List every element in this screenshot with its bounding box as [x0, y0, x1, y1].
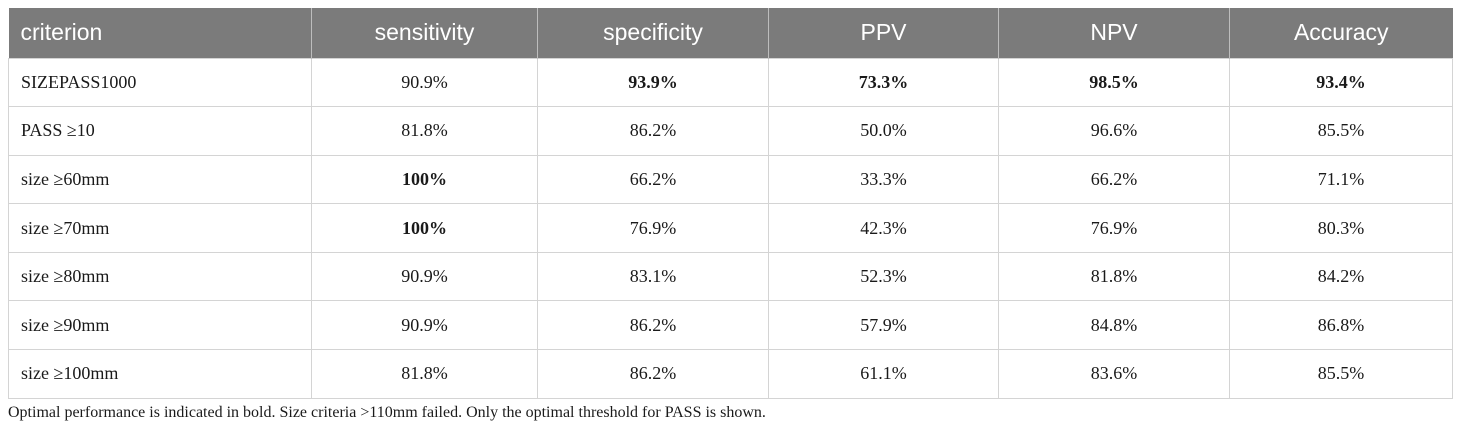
cell-ppv: 42.3%: [768, 203, 999, 253]
cell-npv: 81.8%: [998, 251, 1230, 302]
cell-ppv: 33.3%: [768, 154, 999, 205]
table-row: size ≥60mm 100% 66.2% 33.3% 66.2% 71.1%: [8, 154, 1453, 205]
cell-criterion: size ≥60mm: [8, 154, 312, 205]
column-header-accuracy: Accuracy: [1229, 8, 1453, 58]
table-row: size ≥80mm 90.9% 83.1% 52.3% 81.8% 84.2%: [8, 251, 1453, 302]
cell-ppv: 61.1%: [768, 349, 999, 399]
cell-sensitivity: 100%: [311, 203, 538, 253]
table-row: size ≥90mm 90.9% 86.2% 57.9% 84.8% 86.8%: [8, 300, 1453, 351]
cell-accuracy: 71.1%: [1229, 154, 1453, 205]
cell-criterion: SIZEPASS1000: [8, 57, 312, 108]
column-header-ppv: PPV: [768, 8, 999, 58]
cell-npv: 76.9%: [998, 203, 1230, 253]
cell-sensitivity: 81.8%: [311, 106, 538, 156]
cell-accuracy: 93.4%: [1229, 57, 1453, 108]
cell-specificity: 66.2%: [537, 154, 769, 205]
cell-specificity: 76.9%: [537, 203, 769, 253]
cell-accuracy: 84.2%: [1229, 251, 1453, 302]
table-row: size ≥70mm 100% 76.9% 42.3% 76.9% 80.3%: [8, 203, 1453, 253]
cell-npv: 98.5%: [998, 57, 1230, 108]
column-header-npv: NPV: [998, 8, 1230, 58]
cell-ppv: 73.3%: [768, 57, 999, 108]
cell-npv: 83.6%: [998, 349, 1230, 399]
table-header-row: criterion sensitivity specificity PPV NP…: [8, 8, 1453, 58]
cell-criterion: size ≥90mm: [8, 300, 312, 351]
results-table-container: criterion sensitivity specificity PPV NP…: [8, 8, 1453, 399]
table-row: SIZEPASS1000 90.9% 93.9% 73.3% 98.5% 93.4%: [8, 57, 1453, 108]
cell-criterion: size ≥80mm: [8, 251, 312, 302]
cell-npv: 96.6%: [998, 106, 1230, 156]
column-header-specificity: specificity: [537, 8, 769, 58]
cell-criterion: size ≥100mm: [8, 349, 312, 399]
cell-ppv: 50.0%: [768, 106, 999, 156]
table-row: size ≥100mm 81.8% 86.2% 61.1% 83.6% 85.5%: [8, 349, 1453, 399]
cell-ppv: 57.9%: [768, 300, 999, 351]
results-table: criterion sensitivity specificity PPV NP…: [8, 8, 1453, 399]
cell-npv: 66.2%: [998, 154, 1230, 205]
cell-accuracy: 85.5%: [1229, 106, 1453, 156]
cell-sensitivity: 90.9%: [311, 251, 538, 302]
cell-accuracy: 86.8%: [1229, 300, 1453, 351]
table-body: SIZEPASS1000 90.9% 93.9% 73.3% 98.5% 93.4% PAS…: [8, 57, 1453, 399]
cell-criterion: PASS ≥10: [8, 106, 312, 156]
table-footnote: Optimal performance is indicated in bold…: [8, 404, 766, 421]
cell-specificity: 93.9%: [537, 57, 769, 108]
column-header-sensitivity: sensitivity: [311, 8, 538, 58]
cell-criterion: size ≥70mm: [8, 203, 312, 253]
cell-specificity: 86.2%: [537, 106, 769, 156]
cell-npv: 84.8%: [998, 300, 1230, 351]
cell-accuracy: 80.3%: [1229, 203, 1453, 253]
cell-specificity: 83.1%: [537, 251, 769, 302]
cell-sensitivity: 90.9%: [311, 300, 538, 351]
column-header-criterion: criterion: [8, 8, 312, 58]
cell-specificity: 86.2%: [537, 300, 769, 351]
cell-sensitivity: 81.8%: [311, 349, 538, 399]
cell-ppv: 52.3%: [768, 251, 999, 302]
table-row: PASS ≥10 81.8% 86.2% 50.0% 96.6% 85.5%: [8, 106, 1453, 156]
cell-specificity: 86.2%: [537, 349, 769, 399]
cell-sensitivity: 100%: [311, 154, 538, 205]
cell-sensitivity: 90.9%: [311, 57, 538, 108]
cell-accuracy: 85.5%: [1229, 349, 1453, 399]
